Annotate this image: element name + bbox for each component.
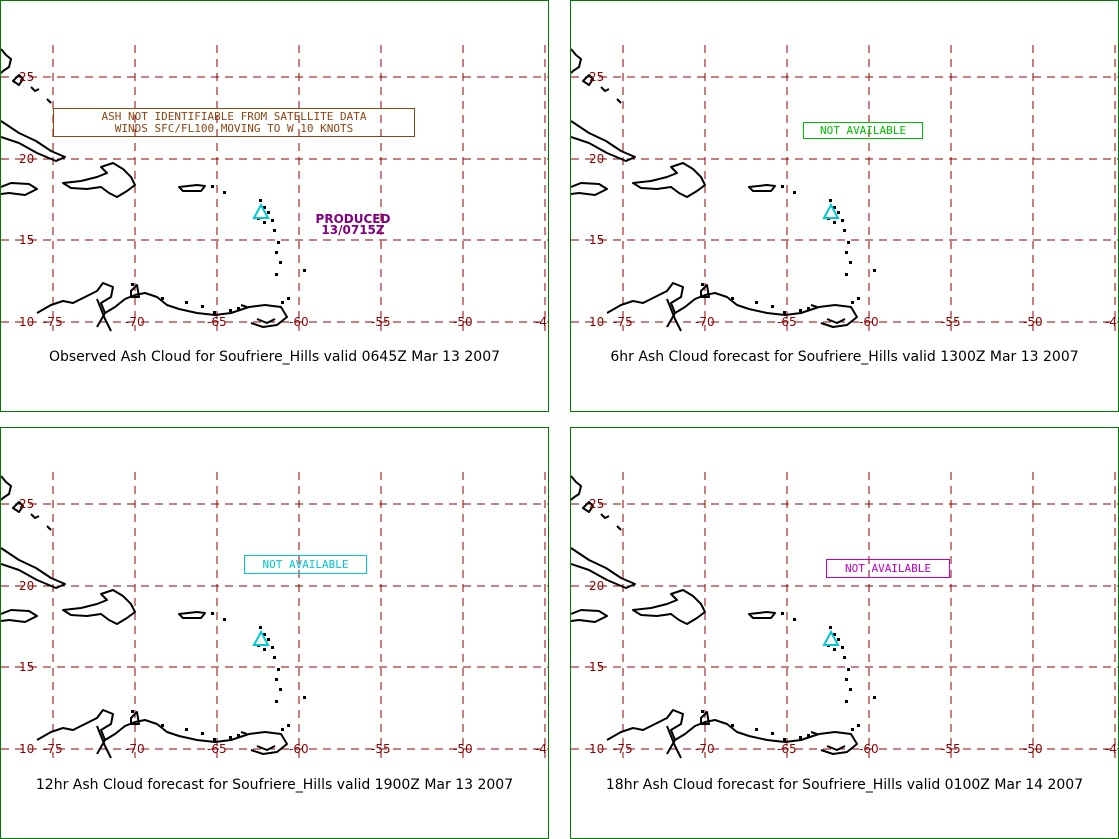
coastline bbox=[571, 48, 876, 332]
triangle-volcano-icon bbox=[822, 202, 840, 219]
longitude-label: -60 bbox=[859, 315, 879, 329]
latitude-label: 20 bbox=[589, 152, 604, 166]
ash-note-line2: WINDS SFC/FL100 MOVING TO W 10 KNOTS bbox=[114, 122, 354, 135]
longitude-label: -65 bbox=[777, 315, 797, 329]
panel-observed: -75 -70 -65 -60 -55 -50 -45 25 20 15 10 ASH NOT ID… bbox=[0, 0, 549, 412]
longitude-label: -55 bbox=[371, 315, 391, 329]
coastline bbox=[1, 48, 306, 332]
latitude-label: 20 bbox=[19, 152, 34, 166]
longitude-label: -75 bbox=[613, 742, 633, 756]
ash-note-box: ASH NOT IDENTIFIABLE FROM SATELLITE DATA… bbox=[53, 108, 415, 137]
map-12hr: -75 -70 -65 -60 -55 -50 -45 25 20 15 10 bbox=[1, 472, 549, 759]
latitude-label: 10 bbox=[19, 315, 34, 329]
panel-caption: 12hr Ash Cloud forecast for Soufriere_Hi… bbox=[35, 777, 514, 793]
longitude-label: -55 bbox=[371, 742, 391, 756]
latitude-label: 10 bbox=[19, 742, 34, 756]
latitude-label: 15 bbox=[19, 660, 34, 674]
not-available-box: NOT AVAILABLE bbox=[826, 559, 950, 578]
latitude-label: 25 bbox=[19, 70, 34, 84]
longitude-label: -65 bbox=[207, 742, 227, 756]
longitude-label: -50 bbox=[453, 315, 473, 329]
grid-lines bbox=[571, 472, 1118, 758]
produced-label: PRODUCED 13/0715Z bbox=[313, 212, 393, 237]
longitude-label: -65 bbox=[777, 742, 797, 756]
map-18hr: -75 -70 -65 -60 -55 -50 -45 25 20 15 10 bbox=[571, 472, 1119, 759]
produced-time: 13/0715Z bbox=[321, 223, 385, 237]
longitude-label: -75 bbox=[613, 315, 633, 329]
longitude-label: -60 bbox=[859, 742, 879, 756]
latitude-label: 15 bbox=[589, 660, 604, 674]
map-6hr: -75 -70 -65 -60 -55 -50 -45 25 20 15 10 bbox=[571, 45, 1119, 332]
longitude-label: -70 bbox=[125, 315, 145, 329]
latitude-label: 25 bbox=[589, 70, 604, 84]
longitude-label: -70 bbox=[125, 742, 145, 756]
not-available-box: NOT AVAILABLE bbox=[803, 122, 923, 139]
triangle-volcano-icon bbox=[252, 629, 270, 646]
panel-caption: 18hr Ash Cloud forecast for Soufriere_Hi… bbox=[605, 777, 1084, 793]
panel-18hr: -75 -70 -65 -60 -55 -50 -45 25 20 15 10 NOT AVAILA… bbox=[570, 427, 1119, 839]
longitude-label: -45 bbox=[535, 315, 549, 329]
longitude-label: -75 bbox=[43, 315, 63, 329]
grid-lines bbox=[1, 45, 548, 331]
panel-caption: 6hr Ash Cloud forecast for Soufriere_Hil… bbox=[610, 349, 1079, 365]
map-observed: -75 -70 -65 -60 -55 -50 -45 25 20 15 10 bbox=[1, 45, 549, 332]
longitude-label: -65 bbox=[207, 315, 227, 329]
longitude-label: -45 bbox=[535, 742, 549, 756]
triangle-volcano-icon bbox=[822, 629, 840, 646]
longitude-label: -45 bbox=[1105, 315, 1119, 329]
longitude-label: -60 bbox=[289, 315, 309, 329]
longitude-label: -70 bbox=[695, 315, 715, 329]
ash-note-line1: ASH NOT IDENTIFIABLE FROM SATELLITE DATA bbox=[101, 110, 367, 123]
produced-text: PRODUCED bbox=[315, 212, 391, 226]
longitude-label: -70 bbox=[695, 742, 715, 756]
panel-12hr: -75 -70 -65 -60 -55 -50 -45 25 20 15 10 NOT AVAILA… bbox=[0, 427, 549, 839]
longitude-label: -45 bbox=[1105, 742, 1119, 756]
longitude-label: -75 bbox=[43, 742, 63, 756]
panel-caption: Observed Ash Cloud for Soufriere_Hills v… bbox=[48, 349, 501, 365]
not-available-box: NOT AVAILABLE bbox=[244, 555, 367, 574]
longitude-label: -50 bbox=[1023, 315, 1043, 329]
latitude-label: 25 bbox=[19, 497, 34, 511]
longitude-label: -55 bbox=[941, 742, 961, 756]
longitude-label: -55 bbox=[941, 315, 961, 329]
longitude-label: -50 bbox=[1023, 742, 1043, 756]
grid-lines bbox=[1, 472, 548, 758]
coastline bbox=[1, 475, 306, 759]
latitude-label: 20 bbox=[589, 579, 604, 593]
grid-lines bbox=[571, 45, 1118, 331]
coastline bbox=[571, 475, 876, 759]
latitude-label: 10 bbox=[589, 742, 604, 756]
latitude-label: 15 bbox=[589, 233, 604, 247]
latitude-label: 25 bbox=[589, 497, 604, 511]
longitude-label: -60 bbox=[289, 742, 309, 756]
latitude-label: 15 bbox=[19, 233, 34, 247]
latitude-label: 10 bbox=[589, 315, 604, 329]
panel-6hr: -75 -70 -65 -60 -55 -50 -45 25 20 15 10 NOT AVAILA… bbox=[570, 0, 1119, 412]
latitude-label: 20 bbox=[19, 579, 34, 593]
triangle-volcano-icon bbox=[252, 202, 270, 219]
longitude-label: -50 bbox=[453, 742, 473, 756]
